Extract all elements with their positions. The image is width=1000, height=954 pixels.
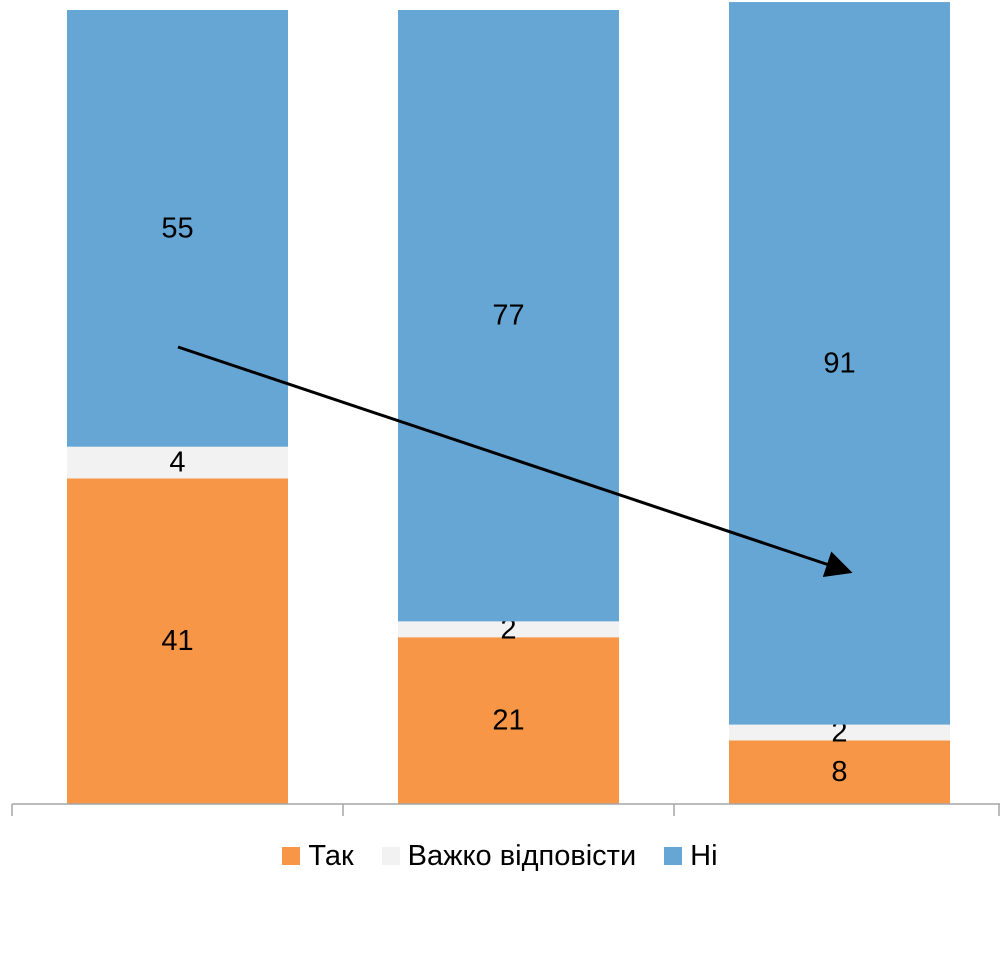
trend-arrow (177, 345, 853, 578)
legend-swatch (282, 847, 301, 865)
legend-swatch (381, 847, 400, 865)
bar-segment (67, 478, 288, 804)
legend-item: Важко відповісти (381, 839, 637, 873)
bar-segment (398, 637, 619, 804)
legend-item: Ні (664, 839, 718, 873)
legend-label: Так (308, 839, 354, 872)
bar-segment (729, 2, 950, 725)
data-label: 55 (161, 212, 193, 244)
bar-segment (67, 10, 288, 447)
bar-segment (729, 740, 950, 804)
bar-segment (67, 446, 288, 479)
x-axis: 07'202103'202204'2022 (11, 803, 1000, 872)
legend-label: Важко відповісти (407, 839, 637, 872)
legend-label: Ні (690, 839, 718, 872)
data-label: 77 (492, 300, 524, 332)
data-label: 41 (161, 625, 193, 657)
data-label: 91 (823, 347, 855, 379)
data-label: 21 (492, 705, 524, 737)
data-label: 8 (831, 756, 847, 788)
bar-segment (398, 10, 619, 622)
legend-swatch (664, 847, 683, 865)
legend: Так Важко відповісти Ні (0, 834, 1000, 878)
bar-segment (729, 724, 950, 741)
legend-item: Так (282, 839, 354, 873)
data-label: 4 (169, 447, 185, 479)
bar-segment (398, 621, 619, 638)
